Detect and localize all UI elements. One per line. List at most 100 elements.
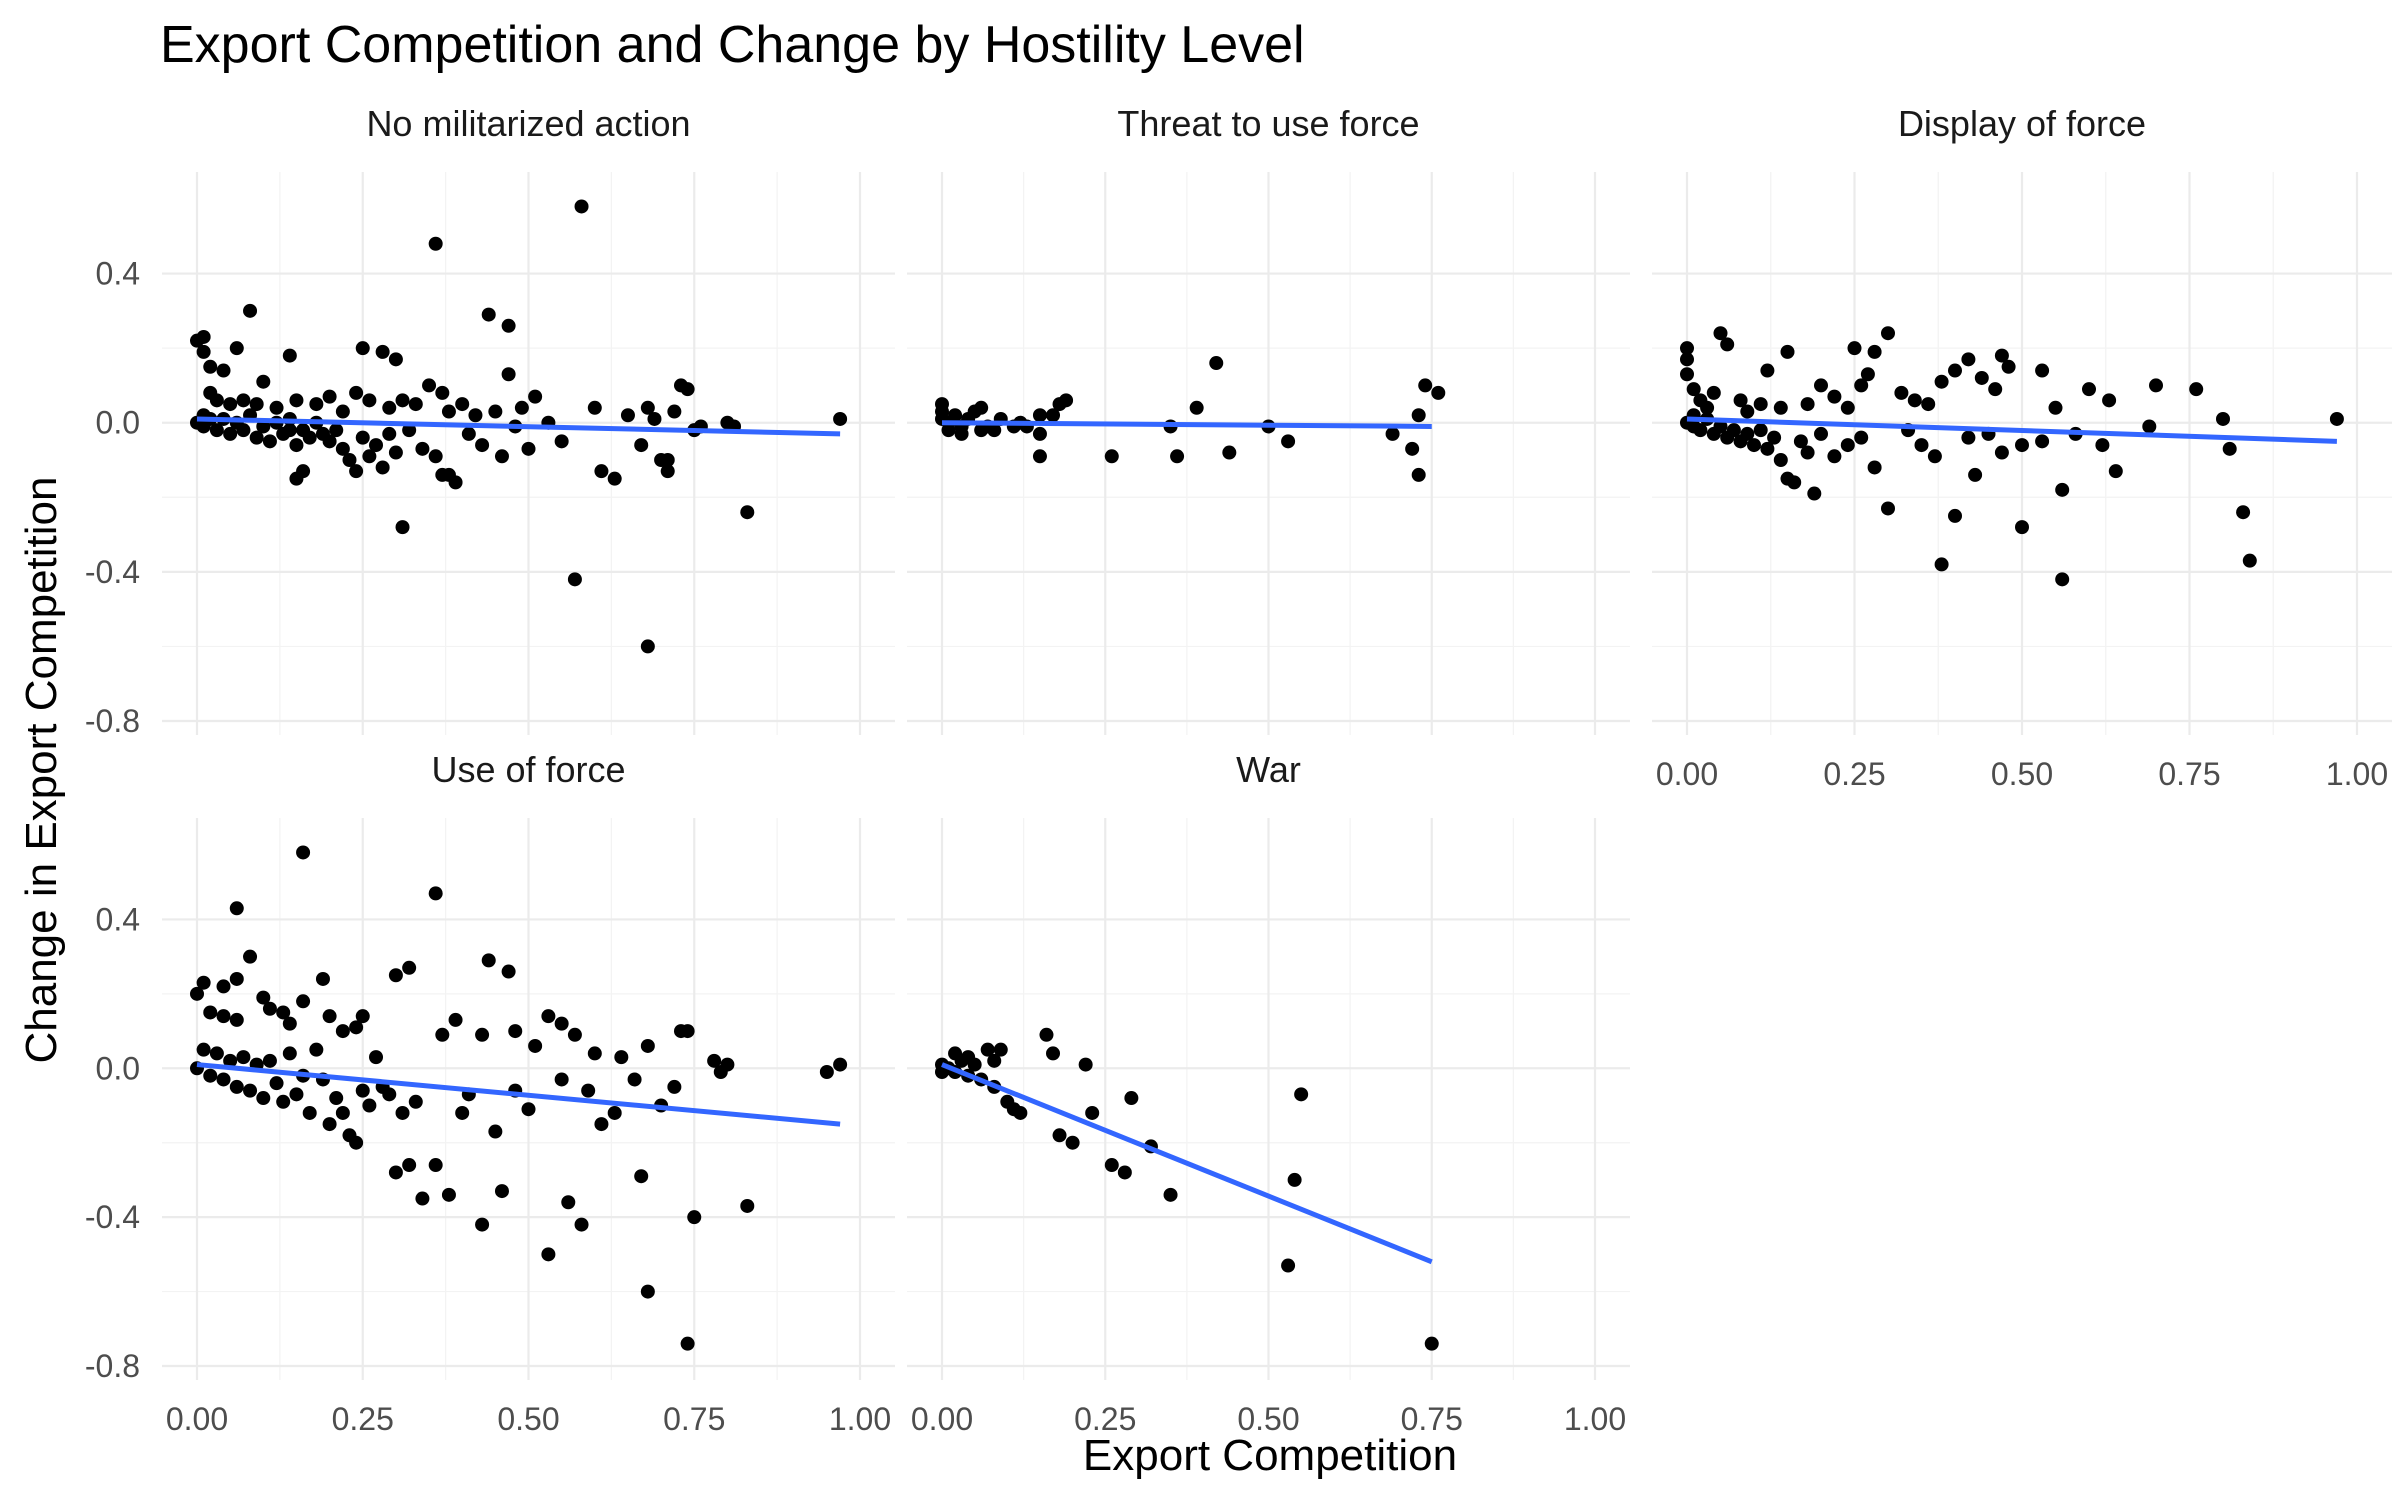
data-point xyxy=(435,467,450,482)
data-point xyxy=(2035,434,2050,449)
data-point xyxy=(1840,400,1855,415)
data-point xyxy=(627,1072,642,1087)
data-point xyxy=(521,441,536,456)
data-point xyxy=(282,1016,297,1031)
data-point xyxy=(243,303,258,318)
data-point xyxy=(554,434,569,449)
data-point xyxy=(501,964,516,979)
data-point xyxy=(262,1053,277,1068)
data-point xyxy=(428,449,443,464)
facet-panels: No militarized action -0.8 -0.4 0.0 0.4 Threa… xyxy=(85,103,2392,1437)
data-point xyxy=(415,441,430,456)
data-point xyxy=(335,1105,350,1120)
data-point xyxy=(388,1165,403,1180)
x-axis-title: Export Competition xyxy=(1083,1431,1457,1480)
data-point xyxy=(441,1187,456,1202)
data-point xyxy=(554,1072,569,1087)
data-point xyxy=(1281,1258,1296,1273)
data-point xyxy=(196,329,211,344)
data-point xyxy=(713,1065,728,1080)
data-point xyxy=(1431,385,1446,400)
x-tick-label: 0.75 xyxy=(663,1401,725,1437)
data-point xyxy=(2149,378,2163,393)
facet-panel: War 0.00 0.25 0.50 0.75 1.00 xyxy=(907,749,1630,1437)
data-point xyxy=(494,449,509,464)
data-point xyxy=(2236,505,2251,520)
data-point xyxy=(1411,408,1426,423)
data-point xyxy=(1800,397,1815,412)
facet-panel: Display of force 0.00 0.25 0.50 0.75 1.00 xyxy=(1652,103,2392,792)
facet-panel: No militarized action -0.8 -0.4 0.0 0.4 xyxy=(85,103,895,739)
data-point xyxy=(362,393,377,408)
data-point xyxy=(1385,426,1400,441)
data-point xyxy=(190,986,204,1001)
data-point xyxy=(587,400,602,415)
data-point xyxy=(362,449,377,464)
data-point xyxy=(329,423,344,438)
data-point xyxy=(428,886,443,901)
data-point xyxy=(1881,326,1895,341)
data-point xyxy=(680,1336,695,1351)
facet-strip-label: Use of force xyxy=(431,749,625,790)
chart-title: Export Competition and Change by Hostili… xyxy=(160,16,1305,74)
data-point xyxy=(2102,393,2117,408)
data-point xyxy=(362,1098,377,1113)
data-point xyxy=(2048,400,2063,415)
data-point xyxy=(302,430,317,445)
data-point xyxy=(1713,419,1728,434)
data-point xyxy=(315,971,330,986)
data-point xyxy=(980,1042,995,1057)
data-point xyxy=(833,1057,848,1072)
data-point xyxy=(1934,374,1949,389)
data-point xyxy=(2189,382,2204,397)
data-point xyxy=(282,348,297,363)
data-point xyxy=(501,367,516,382)
data-point xyxy=(667,1079,682,1094)
data-point xyxy=(1052,1128,1067,1143)
y-axis-title: Change in Export Competition xyxy=(17,477,66,1064)
data-point xyxy=(2329,411,2344,426)
data-point xyxy=(680,1024,695,1039)
data-point xyxy=(289,438,304,453)
data-point xyxy=(1222,445,1237,460)
data-point xyxy=(335,404,350,419)
data-point xyxy=(667,404,682,419)
data-point xyxy=(1163,1187,1178,1202)
data-point xyxy=(402,960,417,975)
facet-panel: Use of force -0.8 -0.4 0.0 0.4 0.00 0.25 0.50 0.… xyxy=(85,749,895,1437)
data-point xyxy=(1680,367,1694,382)
data-point xyxy=(256,990,271,1005)
data-point xyxy=(402,1158,417,1173)
data-point xyxy=(335,1024,350,1039)
data-point xyxy=(1800,445,1815,460)
data-point xyxy=(567,572,582,587)
data-point xyxy=(216,363,231,378)
data-point xyxy=(282,1046,297,1061)
data-point xyxy=(1753,397,1768,412)
data-point xyxy=(1793,434,1808,449)
data-point xyxy=(1894,385,1909,400)
data-point xyxy=(481,307,496,322)
data-point xyxy=(1948,363,1962,378)
data-point xyxy=(1753,423,1768,438)
data-point xyxy=(349,1135,364,1150)
data-point xyxy=(2015,520,2029,535)
data-point xyxy=(223,397,238,412)
x-tick-label: 0.75 xyxy=(1401,1401,1463,1437)
facet-strip-label: No militarized action xyxy=(366,103,690,144)
data-point xyxy=(209,393,224,408)
data-point xyxy=(2015,438,2029,453)
data-point xyxy=(382,400,397,415)
data-point xyxy=(561,1195,576,1210)
data-point xyxy=(1405,441,1420,456)
data-point xyxy=(388,968,403,983)
data-point xyxy=(993,1042,1008,1057)
data-point xyxy=(1927,449,1942,464)
data-point xyxy=(1059,393,1074,408)
data-point xyxy=(581,1083,596,1098)
data-point xyxy=(574,199,589,214)
trend-line xyxy=(196,416,841,437)
data-point xyxy=(1847,341,1862,356)
data-point xyxy=(388,352,403,367)
data-point xyxy=(455,1105,470,1120)
